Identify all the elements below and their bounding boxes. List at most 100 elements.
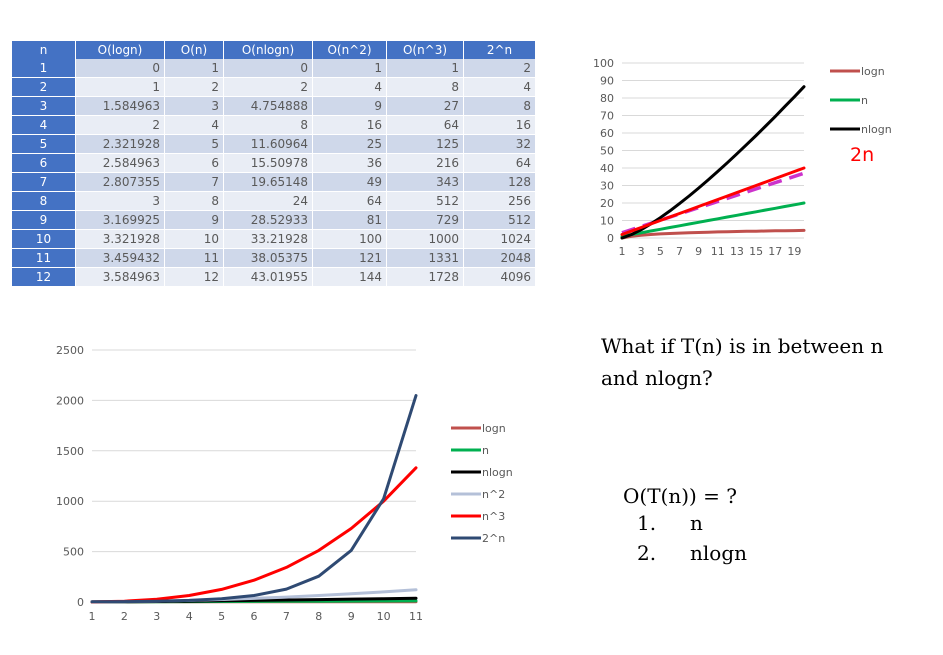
table-cell: 16 — [312, 115, 387, 135]
table-cell: 4096 — [463, 267, 536, 287]
question-line-2: and nlogn? — [601, 366, 713, 390]
x-tick-label: 3 — [638, 245, 645, 258]
table-cell: 144 — [312, 267, 387, 287]
table-cell: 28.52933 — [223, 210, 313, 230]
table-cell: 1000 — [386, 229, 464, 249]
table-row: 8 3 8 24 64 512 256 — [12, 191, 536, 211]
y-tick-label: 10 — [600, 215, 614, 228]
y-tick-label: 1500 — [56, 445, 84, 458]
table-row: 11 3.459432 11 38.05375 121 1331 2048 — [12, 248, 536, 268]
table-cell: 2 — [75, 115, 165, 135]
column-header: O(n^2) — [312, 41, 387, 59]
option-2-number: 2. — [637, 541, 657, 565]
table-cell: 3 — [75, 191, 165, 211]
table-cell: 512 — [386, 191, 464, 211]
table-cell: 2 — [223, 77, 313, 97]
table-cell: 9 — [12, 210, 76, 230]
x-tick-label: 3 — [153, 610, 160, 623]
table-cell: 3.321928 — [75, 229, 165, 249]
table-row: 10 3.321928 10 33.21928 100 1000 1024 — [12, 229, 536, 249]
option-1-number: 1. — [637, 511, 657, 535]
table-cell: 7 — [12, 172, 76, 192]
table-header-row: n O(logn) O(n) O(nlogn) O(n^2) O(n^3) 2^n — [12, 41, 536, 59]
table-cell: 4.754888 — [223, 96, 313, 116]
table-cell: 128 — [463, 172, 536, 192]
table-row: 12 3.584963 12 43.01955 144 1728 4096 — [12, 267, 536, 287]
table-cell: 121 — [312, 248, 387, 268]
legend-label: 2^n — [482, 532, 505, 545]
y-tick-label: 2500 — [56, 344, 84, 357]
table-cell: 5 — [164, 134, 224, 154]
table-cell: 64 — [386, 115, 464, 135]
table-cell: 2.584963 — [75, 153, 165, 173]
legend-label: n^2 — [482, 488, 505, 501]
table-cell: 1728 — [386, 267, 464, 287]
table-cell: 2.807355 — [75, 172, 165, 192]
y-tick-label: 30 — [600, 180, 614, 193]
table-cell: 8 — [223, 115, 313, 135]
table-cell: 1024 — [463, 229, 536, 249]
table-cell: 8 — [12, 191, 76, 211]
x-tick-label: 9 — [695, 245, 702, 258]
series-line-2n — [90, 394, 418, 604]
x-tick-label: 13 — [730, 245, 744, 258]
y-tick-label: 1000 — [56, 495, 84, 508]
table-cell: 11 — [164, 248, 224, 268]
table-cell: 12 — [164, 267, 224, 287]
table-cell: 4 — [12, 115, 76, 135]
y-tick-label: 100 — [593, 57, 614, 70]
legend-label: logn — [861, 65, 885, 78]
large-growth-chart: 0 500 1000 1500 2000 2500 1 2 3 4 5 6 7 8 9 10 11 logn n nl… — [56, 344, 513, 623]
table-cell: 81 — [312, 210, 387, 230]
x-tick-label: 8 — [315, 610, 322, 623]
table-cell: 216 — [386, 153, 464, 173]
table-cell: 512 — [463, 210, 536, 230]
table-cell: 10 — [12, 229, 76, 249]
x-tick-label: 17 — [768, 245, 782, 258]
table-row: 9 3.169925 9 28.52933 81 729 512 — [12, 210, 536, 230]
table-cell: 729 — [386, 210, 464, 230]
table-cell: 38.05375 — [223, 248, 313, 268]
legend-label: n — [861, 94, 868, 107]
series-line-logn — [620, 228, 806, 240]
table-cell: 16 — [463, 115, 536, 135]
table-cell: 11 — [12, 248, 76, 268]
table-cell: 25 — [312, 134, 387, 154]
y-tick-label: 0 — [77, 596, 84, 609]
column-header: 2^n — [463, 41, 536, 59]
legend-label: n — [482, 444, 489, 457]
table-cell: 3.169925 — [75, 210, 165, 230]
table-cell: 24 — [223, 191, 313, 211]
table-cell: 2 — [12, 77, 76, 97]
table-cell: 0 — [223, 59, 313, 78]
table-cell: 4 — [312, 77, 387, 97]
table-cell: 64 — [463, 153, 536, 173]
table-cell: 1 — [386, 59, 464, 78]
x-tick-label: 15 — [749, 245, 763, 258]
annotation-label: 2n — [850, 144, 874, 166]
series-line-nlogn — [620, 85, 806, 240]
x-tick-label: 19 — [787, 245, 801, 258]
option-2-text: nlogn — [690, 541, 748, 565]
table-cell: 343 — [386, 172, 464, 192]
series-line-2n — [620, 166, 806, 236]
x-tick-label: 2 — [121, 610, 128, 623]
table-cell: 125 — [386, 134, 464, 154]
table-cell: 3.459432 — [75, 248, 165, 268]
table-row: 4 2 4 8 16 64 16 — [12, 115, 536, 135]
table-cell: 1.584963 — [75, 96, 165, 116]
legend-label: nlogn — [861, 123, 892, 136]
table-cell: 6 — [164, 153, 224, 173]
y-tick-label: 80 — [600, 92, 614, 105]
y-tick-label: 90 — [600, 75, 614, 88]
x-tick-label: 7 — [676, 245, 683, 258]
table-cell: 3.584963 — [75, 267, 165, 287]
x-tick-label: 4 — [186, 610, 193, 623]
table-cell: 4 — [164, 115, 224, 135]
table-cell: 1 — [75, 77, 165, 97]
option-1-text: n — [690, 511, 703, 535]
table-cell: 5 — [12, 134, 76, 154]
table-cell: 11.60964 — [223, 134, 313, 154]
